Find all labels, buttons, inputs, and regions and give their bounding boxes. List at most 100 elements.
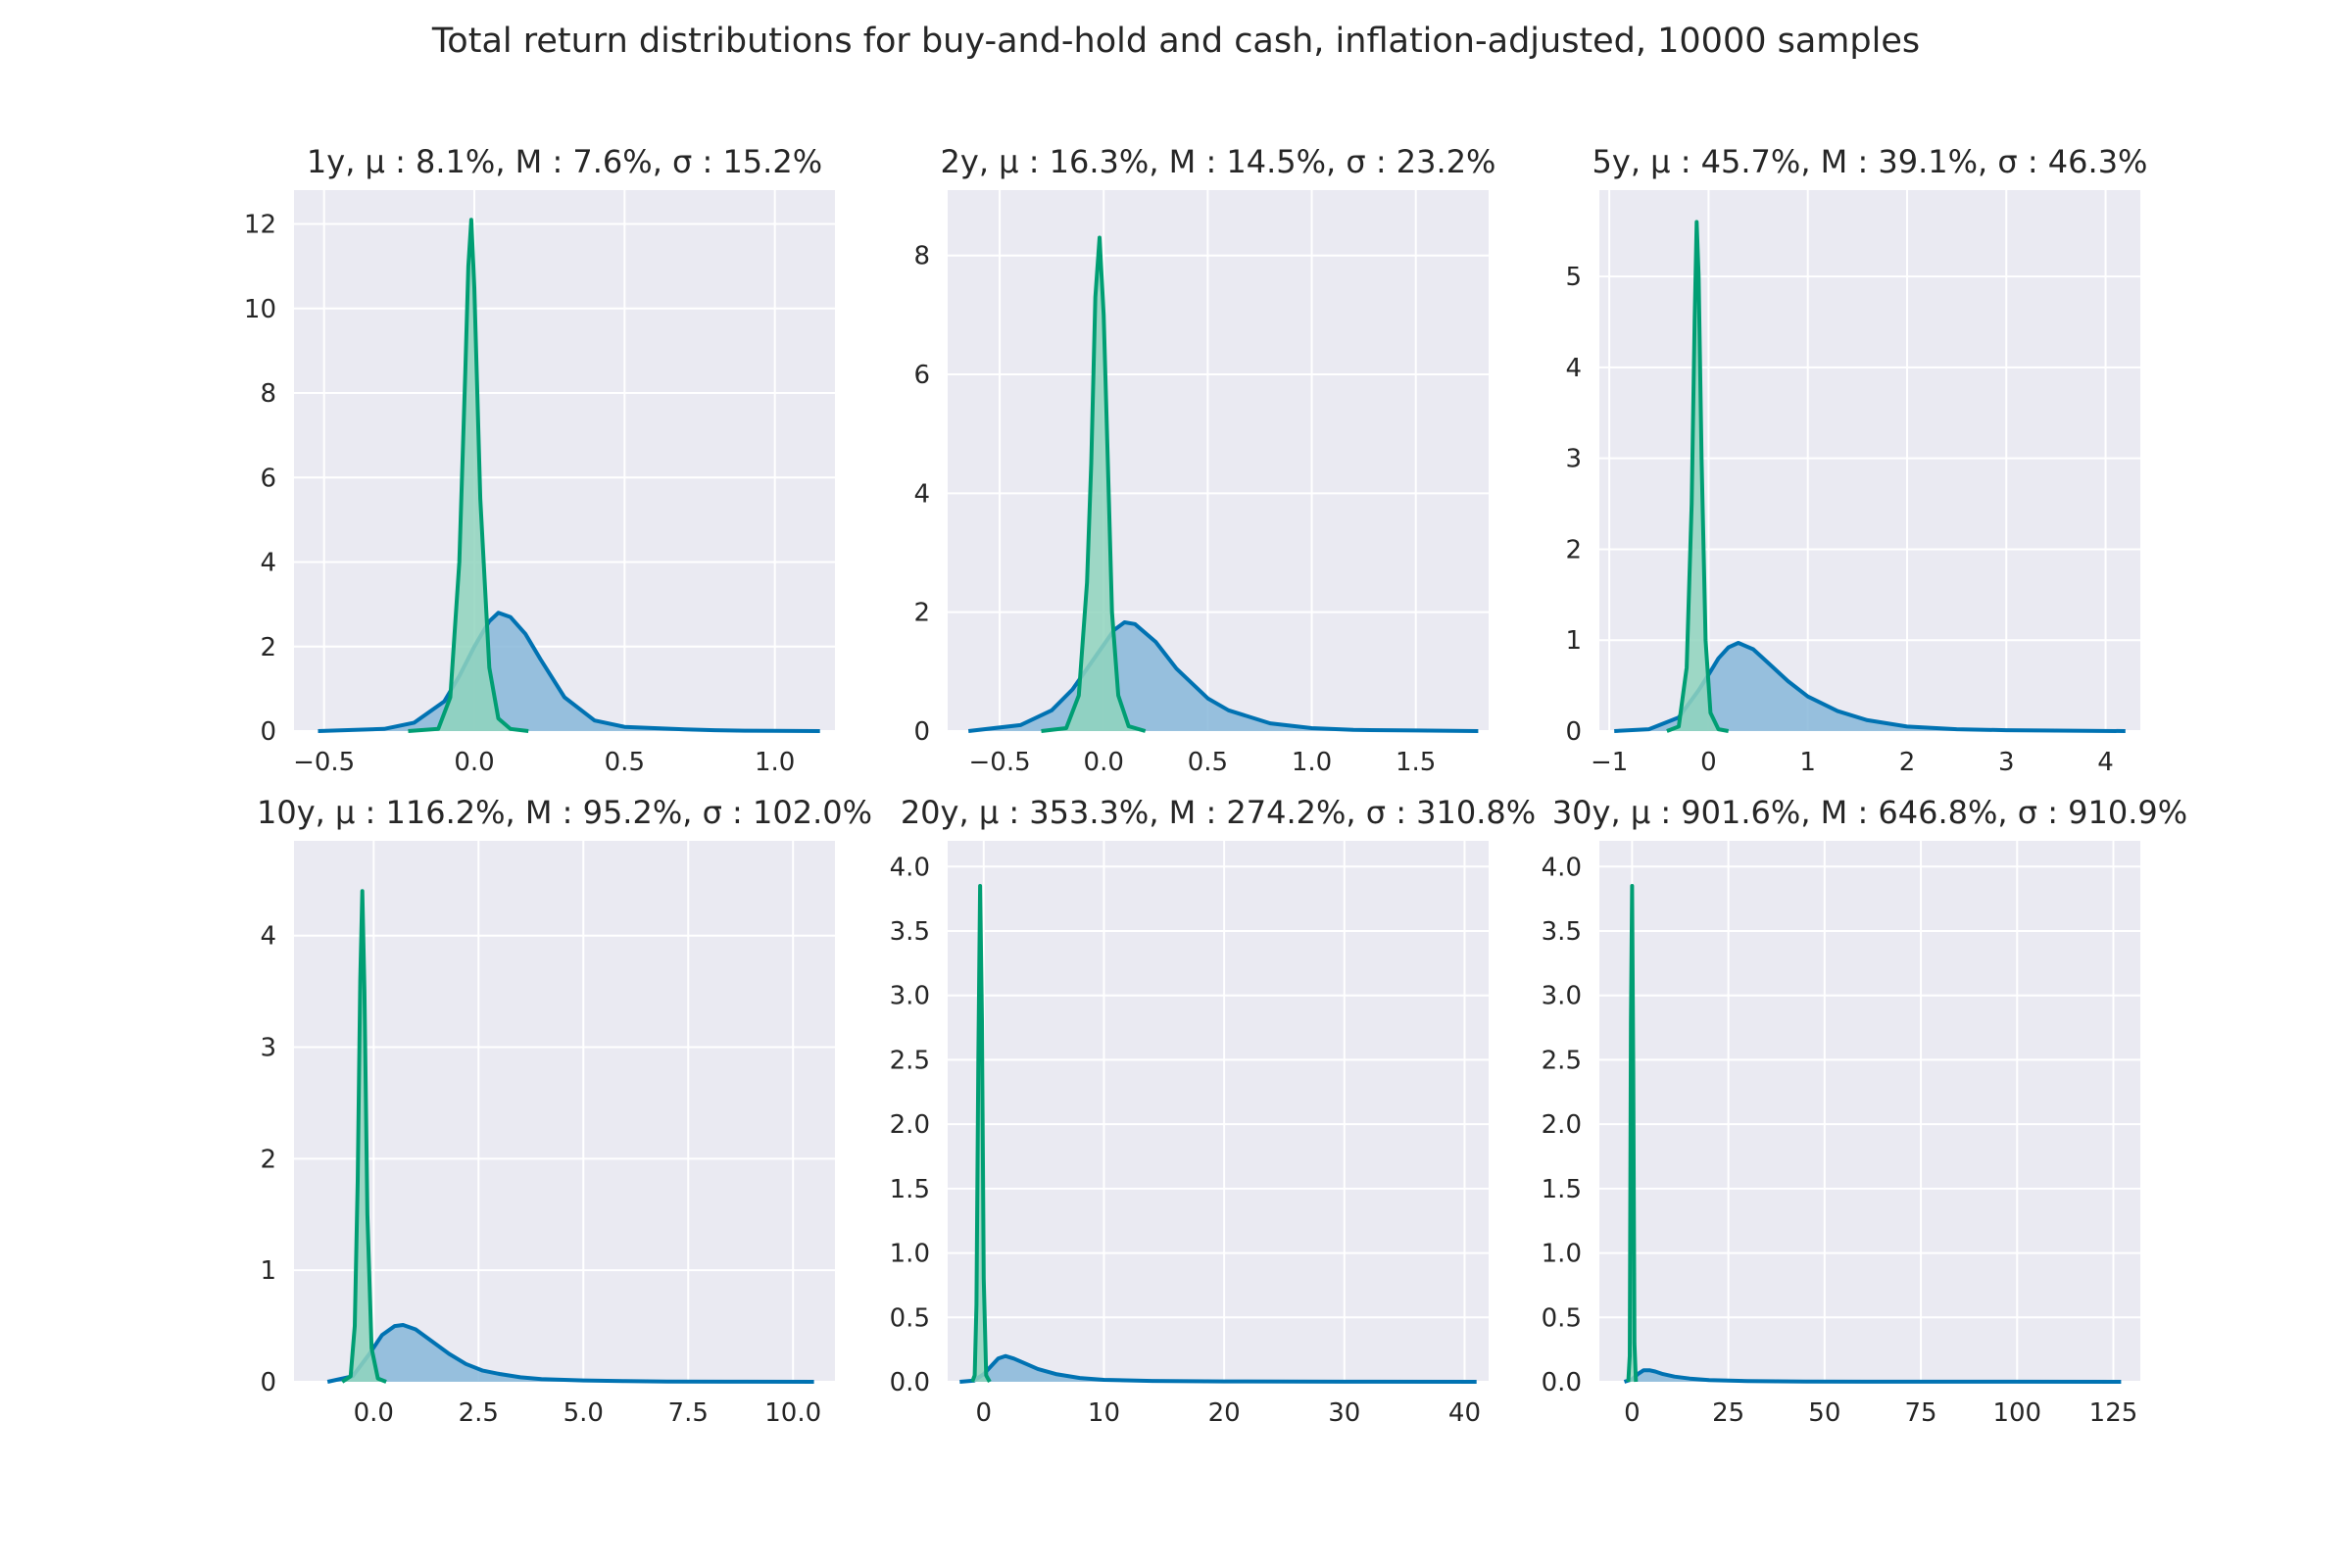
y-tick-label: 2.0 [890, 1110, 930, 1140]
x-tick-label: 1 [1799, 748, 1816, 777]
cash-density-line [970, 884, 992, 1383]
x-tick-label: 1.5 [1396, 748, 1436, 777]
x-tick-label: 0 [976, 1398, 993, 1428]
stock-density-fill [1614, 643, 2126, 731]
y-tick-label: 4 [913, 479, 930, 509]
y-tick-label: 0 [1565, 717, 1582, 747]
y-tick-label: 5 [1565, 263, 1582, 292]
x-tick-label: 0 [1700, 748, 1717, 777]
x-tick-label: 50 [1808, 1398, 1840, 1428]
y-tick-label: 0.5 [1542, 1303, 1582, 1333]
y-tick-label: 2 [1565, 535, 1582, 564]
panel-title: 1y, μ : 8.1%, M : 7.6%, σ : 15.2% [307, 143, 822, 180]
x-tick-label: 1.0 [755, 748, 795, 777]
y-tick-label: 0.5 [890, 1303, 930, 1333]
x-tick-label: 0.5 [605, 748, 645, 777]
y-tick-label: 1.5 [1542, 1175, 1582, 1204]
y-tick-label: 4 [260, 549, 276, 578]
y-tick-label: 8 [260, 379, 276, 409]
x-tick-label: 4 [2097, 748, 2114, 777]
figure-title: Total return distributions for buy-and-h… [431, 22, 1921, 61]
cash-density-fill [408, 220, 529, 731]
stock-density-fill [327, 1325, 814, 1382]
cash-density-line [341, 889, 387, 1384]
y-tick-label: 4 [1565, 354, 1582, 383]
plot-area [948, 841, 1489, 1382]
cash-density-line [1666, 220, 1730, 733]
y-tick-label: 1 [260, 1256, 276, 1286]
stock-density-line [318, 611, 820, 733]
y-tick-label: 3 [260, 1034, 276, 1063]
x-tick-label: 0.0 [454, 748, 494, 777]
panel-title: 2y, μ : 16.3%, M : 14.5%, σ : 23.2% [941, 143, 1496, 180]
x-tick-label: 75 [1905, 1398, 1937, 1428]
y-tick-label: 10 [244, 295, 276, 324]
stock-density-line [967, 620, 1479, 733]
plot-area [948, 190, 1489, 731]
x-tick-label: 0.0 [1084, 748, 1124, 777]
y-tick-label: 2 [260, 1145, 276, 1174]
panel-title: 30y, μ : 901.6%, M : 646.8%, σ : 910.9% [1552, 794, 2187, 831]
stock-density-fill [318, 612, 820, 731]
y-tick-label: 3.5 [890, 917, 930, 947]
y-tick-label: 4.0 [890, 853, 930, 882]
x-tick-label: 0 [1624, 1398, 1641, 1428]
y-tick-label: 2.5 [1542, 1046, 1582, 1075]
x-tick-label: 10.0 [764, 1398, 821, 1428]
y-tick-label: 1.0 [890, 1240, 930, 1269]
cash-density-fill [1666, 221, 1729, 731]
x-tick-label: 40 [1448, 1398, 1481, 1428]
y-tick-label: 1.5 [890, 1175, 930, 1204]
panel-title: 10y, μ : 116.2%, M : 95.2%, σ : 102.0% [257, 794, 872, 831]
cash-density-line [1041, 235, 1147, 733]
x-tick-label: 20 [1208, 1398, 1241, 1428]
y-tick-label: 3.0 [890, 982, 930, 1011]
y-tick-label: 2.5 [890, 1046, 930, 1075]
y-tick-label: 2 [913, 599, 930, 628]
x-tick-label: −1 [1591, 748, 1628, 777]
x-tick-label: 7.5 [668, 1398, 709, 1428]
panel-title: 20y, μ : 353.3%, M : 274.2%, σ : 310.8% [901, 794, 1536, 831]
y-tick-label: 6 [913, 361, 930, 390]
panel-4: 0 1 2 3 4 0.0 2.5 5.0 7.5 10.0 10y, μ : 116.2%, M … [257, 794, 872, 1428]
y-tick-label: 12 [244, 211, 276, 240]
x-tick-label: 100 [1992, 1398, 2041, 1428]
x-tick-label: 0.0 [354, 1398, 394, 1428]
x-tick-label: 1.0 [1292, 748, 1332, 777]
plot-area [1599, 190, 2140, 731]
y-tick-label: 3.0 [1542, 982, 1582, 1011]
y-tick-label: 8 [913, 242, 930, 271]
x-tick-label: −0.5 [293, 748, 355, 777]
cash-density-line [408, 218, 529, 733]
x-tick-label: 10 [1088, 1398, 1120, 1428]
stock-density-line [1623, 1368, 2122, 1384]
plot-area [294, 190, 835, 731]
x-tick-label: 125 [2089, 1398, 2138, 1428]
cash-density-line [1626, 884, 1639, 1383]
panel-6: 0.0 0.5 1.0 1.5 2.0 2.5 3.0 3.5 4.0 0 25 50 75 100 125… [1542, 794, 2188, 1428]
x-tick-label: 5.0 [564, 1398, 604, 1428]
panel-1: 0 2 4 6 8 10 12 −0.5 0.0 0.5 1.0 1y, μ : 8.1%, M : … [244, 143, 835, 777]
y-tick-label: 2.0 [1542, 1110, 1582, 1140]
y-tick-label: 4.0 [1542, 853, 1582, 882]
cash-density-fill [1041, 237, 1146, 731]
stock-density-fill [1624, 1370, 2122, 1382]
x-tick-label: 2.5 [459, 1398, 499, 1428]
x-tick-label: 3 [1998, 748, 2015, 777]
y-tick-label: 3.5 [1542, 917, 1582, 947]
y-tick-label: 1.0 [1542, 1240, 1582, 1269]
y-tick-label: 3 [1565, 445, 1582, 474]
y-tick-label: 0.0 [1542, 1368, 1582, 1397]
y-tick-label: 2 [260, 633, 276, 662]
cash-density-fill [342, 891, 387, 1382]
x-tick-label: −0.5 [969, 748, 1031, 777]
x-tick-label: 30 [1328, 1398, 1360, 1428]
y-tick-label: 6 [260, 464, 276, 493]
panel-3: 0 1 2 3 4 5 −1 0 1 2 3 4 5y, μ : 45.7%, M : 39.1%, σ… [1565, 143, 2147, 777]
y-tick-label: 4 [260, 922, 276, 952]
plot-area [294, 841, 835, 1382]
stock-density-line [326, 1323, 814, 1384]
y-tick-label: 0.0 [890, 1368, 930, 1397]
plot-area [1599, 841, 2140, 1382]
